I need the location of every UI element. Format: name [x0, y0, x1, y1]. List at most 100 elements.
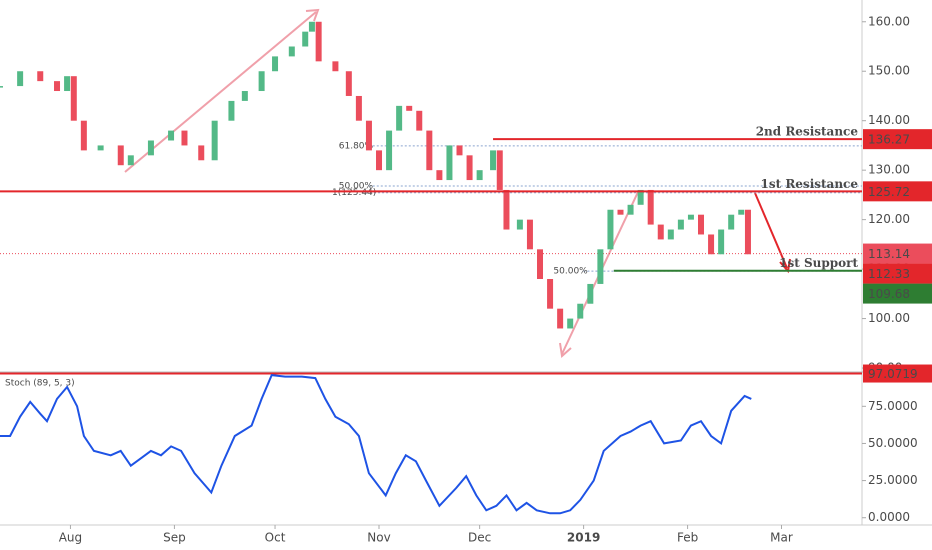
y-tick-label: 140.00 [868, 113, 910, 127]
candle [127, 155, 134, 166]
candle [0, 86, 3, 88]
x-tick-label: Mar [770, 531, 793, 545]
candle [537, 249, 544, 279]
candle [687, 214, 694, 220]
candle [97, 145, 104, 151]
y-tick-label: 150.00 [868, 64, 910, 78]
candle [567, 318, 574, 329]
candle [426, 130, 433, 171]
fib-label: 50.00% [339, 182, 374, 192]
candle [332, 61, 339, 72]
y-tick-label: 50.0000 [868, 436, 918, 450]
candle [738, 209, 745, 215]
candle [345, 71, 352, 96]
candle [147, 140, 154, 156]
candle [241, 91, 248, 101]
stoch-level-box [863, 364, 932, 383]
candle [503, 189, 510, 230]
candle [396, 105, 403, 131]
candle [577, 303, 584, 319]
candle [466, 155, 473, 181]
candle [70, 76, 77, 121]
candle [117, 145, 124, 166]
fib-label: 1(125.44) [332, 188, 376, 198]
candle [516, 219, 523, 230]
price-box-label: 112.33 [868, 267, 910, 281]
price-box [863, 263, 932, 284]
stoch-level-label: 97.0719 [868, 367, 918, 381]
price-box-label: 109.68 [868, 287, 910, 301]
candle [365, 120, 372, 151]
candle [667, 229, 674, 240]
stoch-line [0, 374, 752, 515]
y-tick-label: 120.00 [868, 212, 910, 226]
candle [547, 279, 554, 309]
candle [17, 71, 24, 87]
candle [308, 21, 315, 32]
candle [198, 145, 205, 161]
fib-label: 50.00% [553, 267, 588, 277]
candle [597, 249, 604, 284]
x-tick-label: Dec [468, 531, 491, 545]
candle [476, 170, 483, 181]
y-tick-label: 0.0000 [868, 510, 910, 524]
candle [80, 120, 87, 151]
candle [456, 145, 463, 156]
price-box [863, 283, 932, 304]
candles [0, 21, 751, 329]
candle [587, 283, 594, 304]
candle [744, 209, 751, 255]
candle [526, 219, 533, 250]
price-box-label: 113.14 [868, 247, 910, 261]
level-name: 2nd Resistance [756, 125, 859, 139]
y-tick-label: 75.0000 [868, 399, 918, 413]
candle [718, 229, 725, 255]
candle [64, 76, 71, 92]
fib-label: 61.80% [339, 141, 374, 151]
level-name: 1st Support [779, 256, 858, 270]
y-tick-label: 100.00 [868, 311, 910, 325]
price-box-label: 125.72 [868, 185, 910, 199]
x-tick-label: Feb [677, 531, 698, 545]
y-tick-label: 130.00 [868, 163, 910, 177]
price-box [863, 243, 932, 264]
x-tick-label: 2019 [567, 531, 600, 545]
candle [54, 81, 61, 92]
candle [288, 46, 295, 57]
price-box [863, 129, 932, 150]
price-box [863, 181, 932, 202]
candle [376, 150, 383, 171]
candle [386, 130, 393, 171]
candle [302, 31, 309, 47]
candle [637, 189, 644, 205]
candle [315, 21, 322, 62]
candle [436, 170, 443, 181]
candle [708, 234, 715, 255]
candle [617, 209, 624, 215]
candle [698, 214, 705, 235]
x-tick-label: Oct [265, 531, 286, 545]
x-tick-label: Nov [367, 531, 390, 545]
candle [228, 100, 235, 121]
candle [677, 219, 684, 230]
y-tick-label: 25.0000 [868, 473, 918, 487]
level-name: 1st Resistance [761, 177, 859, 191]
candle [355, 95, 362, 121]
candle [181, 130, 188, 146]
price-box-label: 136.27 [868, 133, 910, 147]
candle [211, 120, 218, 161]
candle [496, 150, 503, 190]
x-tick-label: Aug [59, 531, 82, 545]
candle [557, 308, 564, 329]
candle [272, 56, 279, 72]
candle [446, 145, 453, 181]
candle [607, 209, 614, 250]
trend-arrows [124, 8, 639, 358]
candle [168, 130, 175, 141]
stoch-legend: Stoch (89, 5, 3) [5, 379, 75, 389]
candle [728, 214, 735, 230]
candle [647, 189, 654, 225]
candle [627, 204, 634, 215]
candle [258, 71, 265, 92]
